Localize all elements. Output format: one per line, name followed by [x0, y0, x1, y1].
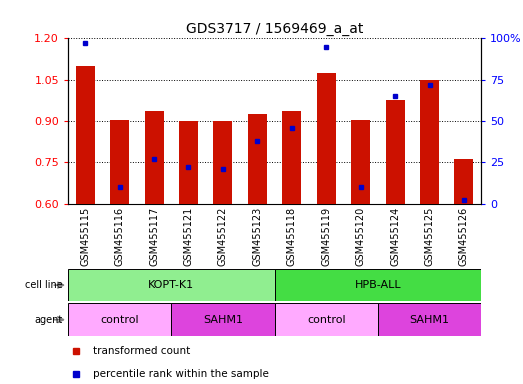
Text: KOPT-K1: KOPT-K1 [148, 280, 195, 290]
Bar [68, 269, 275, 301]
Text: SAHM1: SAHM1 [203, 314, 243, 325]
Text: control: control [307, 314, 346, 325]
Bar [213, 121, 232, 204]
Text: SAHM1: SAHM1 [410, 314, 449, 325]
Text: GSM455118: GSM455118 [287, 207, 297, 266]
Title: GDS3717 / 1569469_a_at: GDS3717 / 1569469_a_at [186, 22, 363, 36]
Text: GSM455124: GSM455124 [390, 207, 400, 266]
Text: GSM455122: GSM455122 [218, 207, 228, 266]
Bar [275, 303, 378, 336]
Bar [68, 303, 172, 336]
Bar [179, 121, 198, 204]
Bar [385, 100, 405, 204]
Text: HPB-ALL: HPB-ALL [355, 280, 401, 290]
Text: GSM455125: GSM455125 [425, 207, 435, 266]
Text: agent: agent [35, 314, 63, 325]
Bar [454, 159, 473, 204]
Text: GSM455123: GSM455123 [253, 207, 263, 266]
Bar [317, 73, 336, 204]
Text: cell line: cell line [25, 280, 63, 290]
Bar [248, 114, 267, 204]
Bar [275, 269, 481, 301]
Text: GSM455117: GSM455117 [149, 207, 159, 266]
Text: GSM455126: GSM455126 [459, 207, 469, 266]
Bar [110, 119, 129, 204]
Text: GSM455121: GSM455121 [184, 207, 194, 266]
Bar [378, 303, 481, 336]
Bar [282, 111, 301, 204]
Text: control: control [100, 314, 139, 325]
Bar [420, 80, 439, 204]
Text: GSM455120: GSM455120 [356, 207, 366, 266]
Text: GSM455119: GSM455119 [321, 207, 331, 266]
Text: GSM455115: GSM455115 [80, 207, 90, 266]
Bar [351, 119, 370, 204]
Bar [172, 303, 275, 336]
Bar [144, 111, 164, 204]
Text: percentile rank within the sample: percentile rank within the sample [93, 369, 269, 379]
Bar [76, 66, 95, 204]
Text: GSM455116: GSM455116 [115, 207, 124, 266]
Text: transformed count: transformed count [93, 346, 190, 356]
